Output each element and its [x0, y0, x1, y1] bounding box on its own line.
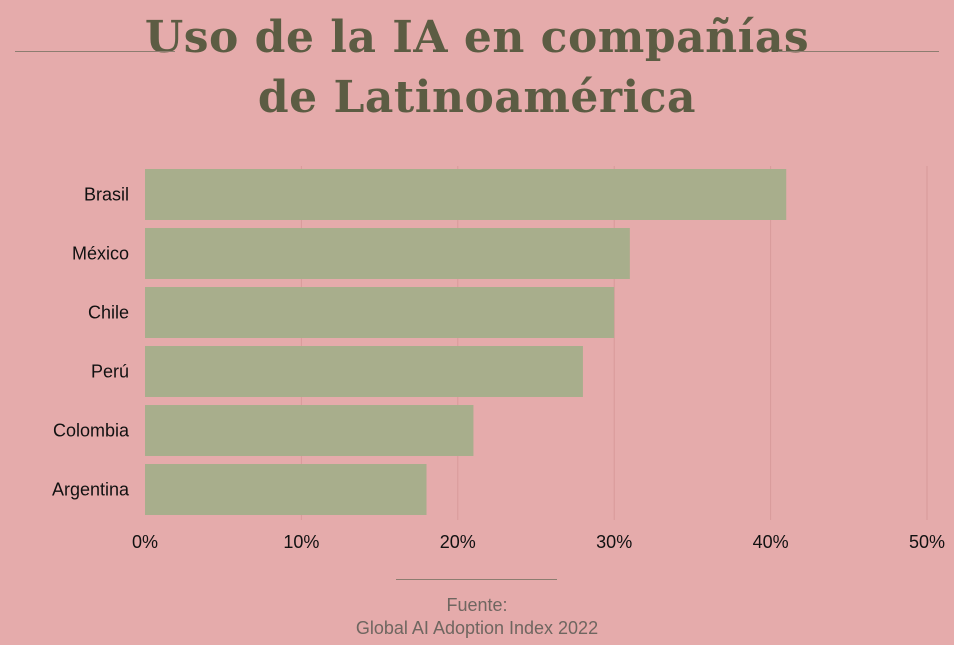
- bar: [145, 405, 474, 456]
- chart-title-line-2: de Latinoamérica: [257, 72, 697, 123]
- category-label: Argentina: [52, 480, 130, 500]
- bar: [145, 228, 630, 279]
- x-tick-label: 30%: [596, 532, 632, 552]
- x-tick-label: 20%: [440, 532, 476, 552]
- chart-title-line-1: Uso de la IA en compañías: [144, 12, 810, 63]
- bar: [145, 287, 615, 338]
- source-text: Global AI Adoption Index 2022: [355, 618, 599, 638]
- category-label: Chile: [88, 303, 129, 323]
- x-tick-label: 50%: [909, 532, 945, 552]
- source-label: Fuente:: [446, 595, 508, 615]
- x-tick-label: 10%: [283, 532, 319, 552]
- x-tick-label: 40%: [753, 532, 789, 552]
- bar: [145, 346, 583, 397]
- bar-chart: Brasil México Chile Perú Colombia Argentina 0%…: [52, 166, 945, 552]
- category-label: México: [72, 244, 129, 264]
- category-label: Perú: [91, 362, 129, 382]
- title-rule-right: [778, 51, 939, 52]
- bar: [145, 169, 787, 220]
- x-tick-label: 0%: [132, 532, 158, 552]
- category-label: Colombia: [53, 421, 130, 441]
- title-rule-left: [15, 51, 175, 52]
- bar: [145, 464, 427, 515]
- source-rule: [396, 579, 557, 580]
- chart-title: Uso de la IA en compañías de Latinoaméri…: [0, 8, 954, 128]
- category-label: Brasil: [84, 185, 129, 205]
